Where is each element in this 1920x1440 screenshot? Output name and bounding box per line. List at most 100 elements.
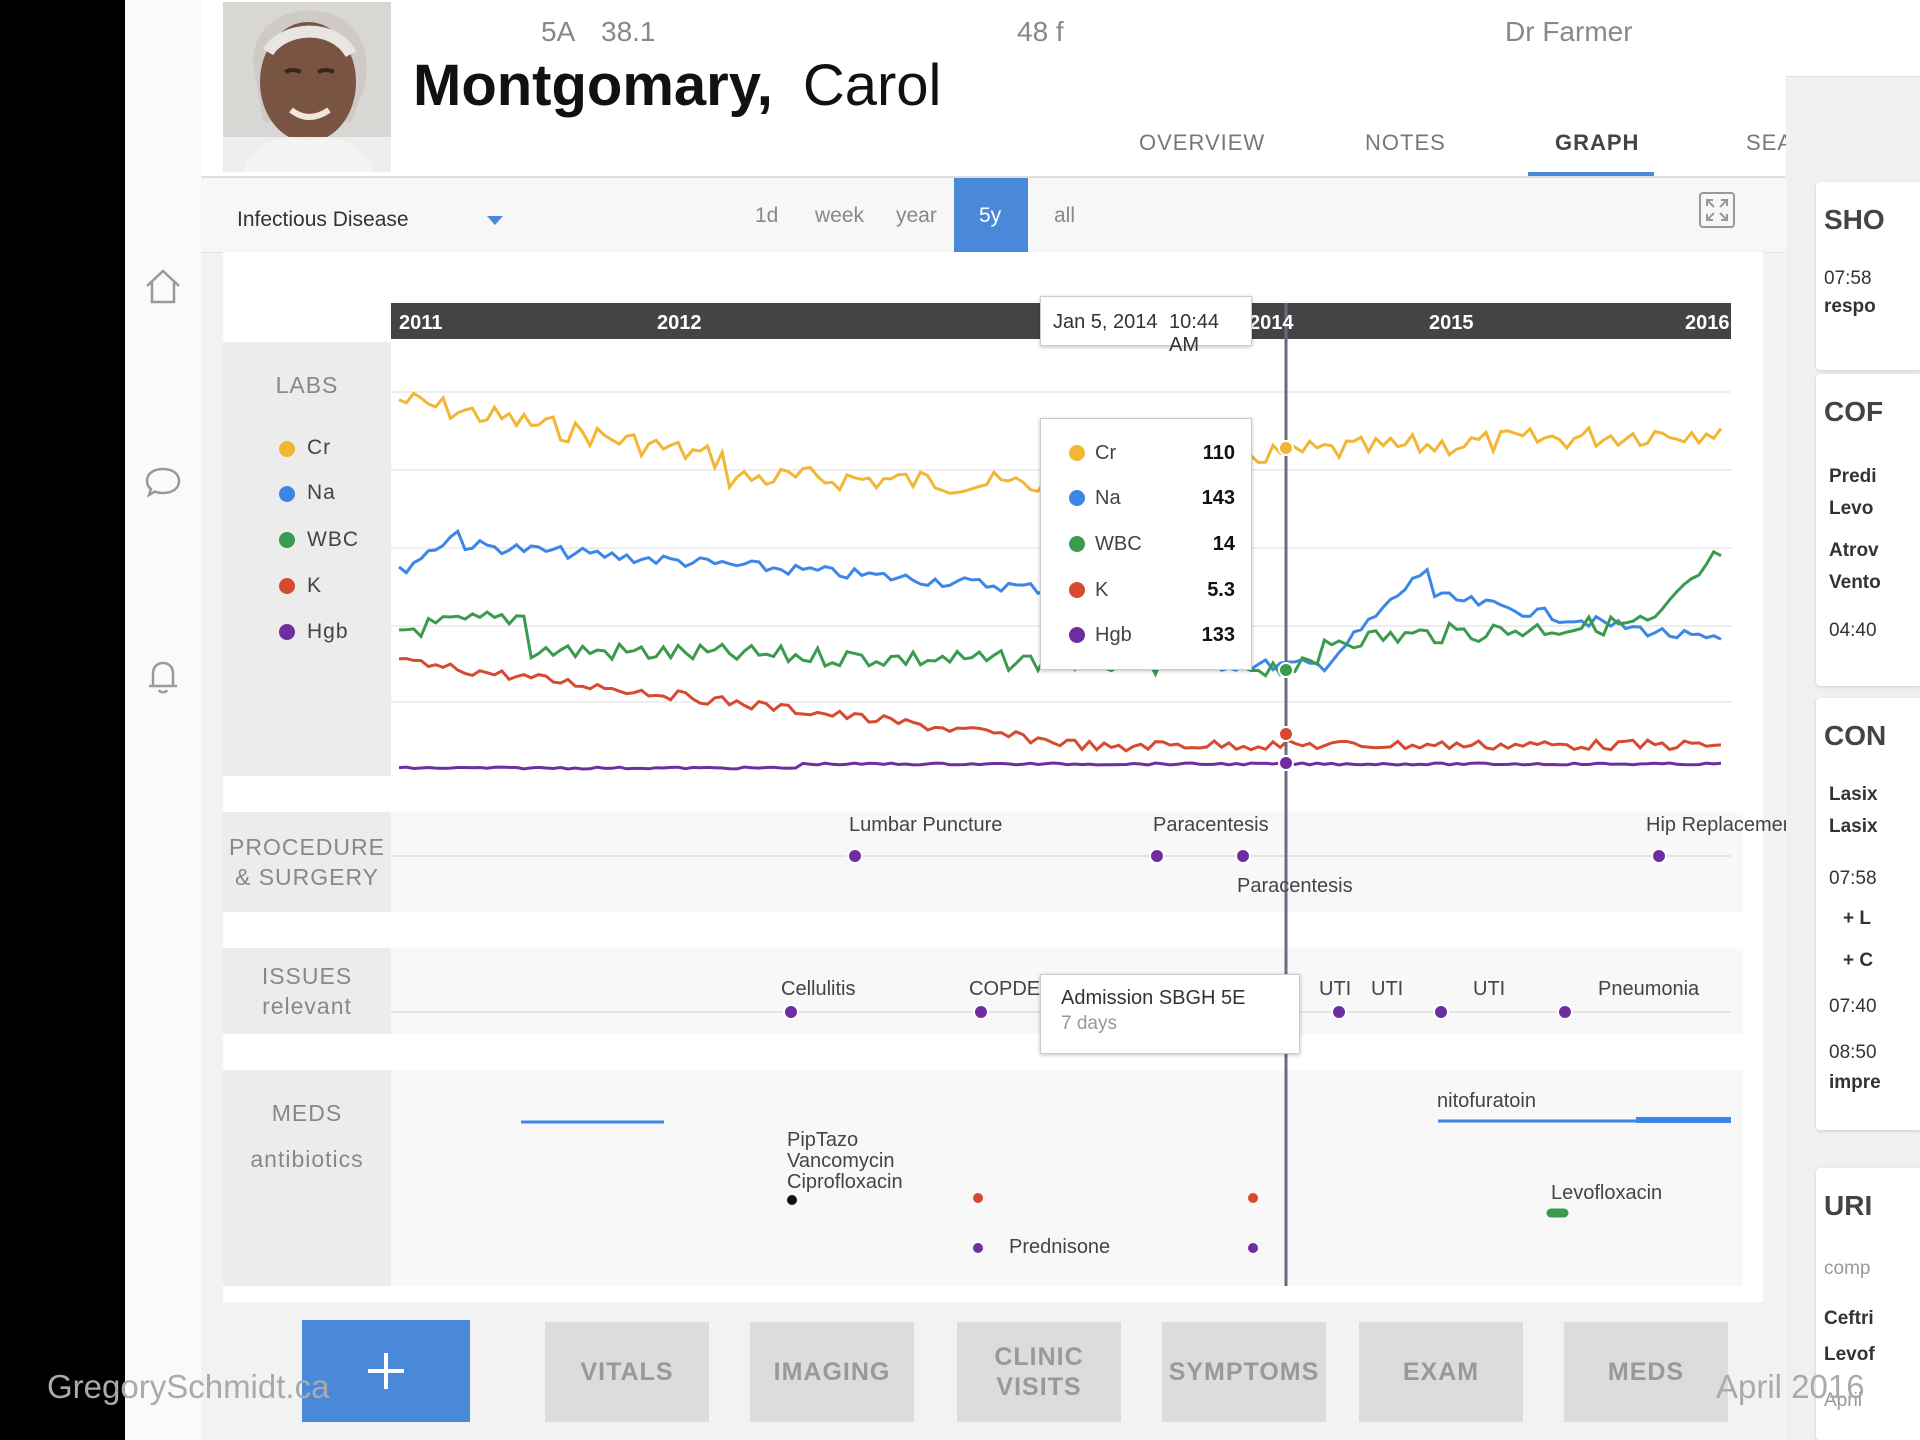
meds-label-line1: MEDS [271,1100,343,1126]
procedure-row [391,812,1743,912]
bell-icon[interactable] [143,656,183,696]
card-cof-line4: Vento [1829,572,1881,593]
procedure-lumbar-puncture[interactable]: Lumbar Puncture [849,814,1003,836]
card-con-line5: + C [1843,950,1874,971]
clinic-visits-button[interactable]: CLINIC VISITS [957,1322,1121,1422]
event-dot-11 [973,1193,983,1203]
add-button[interactable] [302,1320,470,1422]
issues-section-label: ISSUES relevant [223,948,391,1034]
tab-overview[interactable]: OVERVIEW [1139,130,1266,155]
range-year[interactable]: year [896,204,937,227]
watermark: GregorySchmidt.ca [47,1368,330,1405]
card-sho-line1: 07:58 [1824,268,1872,289]
card-uri-line2: Ceftri [1824,1308,1874,1329]
card-con-line8: impre [1829,1072,1881,1093]
room-number: 5A [541,16,576,47]
med-levofloxacin[interactable]: Levofloxacin [1551,1182,1663,1204]
category-dropdown[interactable]: Infectious Disease [237,208,409,231]
med-combo[interactable]: PipTazo Vancomycin Ciprofloxacin [787,1130,903,1193]
card-con-title: CON [1824,720,1887,751]
range-week[interactable]: week [815,204,865,227]
year-label-2015: 2015 [1429,312,1474,334]
range-5y[interactable]: 5y [979,204,1002,227]
issue-uti-3[interactable]: UTI [1473,978,1506,1000]
card-cof-line2: Levo [1829,498,1874,519]
age-sex: 48 f [1017,16,1064,47]
chevron-down-icon[interactable] [487,216,503,225]
year-label-2014: 2014 [1249,312,1294,334]
cursor-dot-3 [1278,755,1294,771]
year-label-2016: 2016 [1685,312,1730,334]
home-icon[interactable] [143,266,183,306]
issue-pneumonia[interactable]: Pneumonia [1598,978,1700,1000]
card-cof-line3: Atrov [1829,540,1879,561]
tooltip-value-k: 5.3 [1207,579,1235,601]
symptoms-button[interactable]: SYMPTOMS [1162,1322,1326,1422]
chat-bubble-icon[interactable] [143,462,183,502]
card-uri[interactable]: URI comp Ceftri Levof April [1816,1168,1920,1440]
card-uri-line1: comp [1824,1258,1871,1279]
patient-header: 5A 38.1 48 f Dr Farmer Montgomary, Carol … [201,0,1843,178]
patient-first-name: Carol [802,53,942,118]
card-con-line1: Lasix [1829,784,1878,805]
expand-icon[interactable] [1699,192,1735,228]
event-dot-2 [1235,848,1251,864]
med-nitofuratoin[interactable]: nitofuratoin [1437,1090,1536,1112]
graph-toolbar: Infectious Disease 1d week year 5y all [201,178,1785,253]
event-dot-13 [973,1243,983,1253]
med-prednisone[interactable]: Prednisone [1009,1236,1111,1258]
admission-title: Admission SBGH 5E [1061,987,1246,1009]
series-k [398,657,1722,753]
event-dot-5 [973,1004,989,1020]
legend-na: Na [307,481,336,504]
app-window: 5A 38.1 48 f Dr Farmer Montgomary, Carol … [125,0,1920,1440]
card-con-line7: 08:50 [1829,1042,1877,1063]
range-1d[interactable]: 1d [755,204,779,227]
card-con[interactable]: CON Lasix Lasix 07:58 + L + C 07:40 08:5… [1816,698,1920,1130]
issue-uti-1[interactable]: UTI [1319,978,1352,1000]
plus-icon [368,1353,404,1389]
legend-hgb: Hgb [307,620,349,643]
tooltip-dot-cr [1069,445,1085,461]
admission-duration: 7 days [1061,1013,1117,1034]
cursor-dot-1 [1278,662,1294,678]
card-sho[interactable]: SHO 07:58 respo [1816,182,1920,370]
exam-button[interactable]: EXAM [1359,1322,1523,1422]
event-dots [783,848,1667,1253]
range-all[interactable]: all [1054,204,1076,227]
imaging-button[interactable]: IMAGING [750,1322,914,1422]
issue-cellulitis[interactable]: Cellulitis [781,978,856,1000]
card-cof-line5: 04:40 [1829,620,1877,641]
procedure-paracentesis-1[interactable]: Paracentesis [1153,814,1269,836]
tab-notes[interactable]: NOTES [1365,130,1446,155]
card-con-line3: 07:58 [1829,868,1877,889]
card-con-line4: + L [1843,908,1871,929]
timeline-chart[interactable] [201,0,1785,1300]
card-sho-line2: respo [1824,296,1876,317]
legend-dot-wbc [279,532,295,548]
active-tab-indicator [1528,172,1654,176]
meds-button[interactable]: MEDS [1564,1322,1728,1422]
procedure-hip-replacement[interactable]: Hip Replacement [1646,814,1800,836]
attending-doctor: Dr Farmer [1505,16,1633,47]
procedure-label-line2: & SURGERY [234,864,380,890]
procedure-paracentesis-2[interactable]: Paracentesis [1237,875,1353,897]
date-watermark: April 2016 [1716,1368,1865,1405]
event-dot-12 [1248,1193,1258,1203]
issue-copde[interactable]: COPDE [969,978,1041,1000]
event-dot-0 [847,848,863,864]
tooltip-name-k: K [1095,579,1109,601]
tooltip-dot-hgb [1069,627,1085,643]
left-black-margin [0,0,125,1440]
card-cof[interactable]: COF Predi Levo Atrov Vento 04:40 [1816,374,1920,686]
cursor-dot-2 [1278,726,1294,742]
med-piptazo: PipTazo [787,1129,859,1151]
issue-uti-2[interactable]: UTI [1371,978,1404,1000]
main-content: 5A 38.1 48 f Dr Farmer Montgomary, Carol … [201,0,1843,1440]
tab-graph[interactable]: GRAPH [1555,130,1640,155]
event-dot-14 [1248,1243,1258,1253]
card-uri-title: URI [1824,1190,1873,1221]
vitals-button[interactable]: VITALS [545,1322,709,1422]
event-dot-3 [1651,848,1667,864]
tooltip-value-cr: 110 [1202,442,1235,464]
